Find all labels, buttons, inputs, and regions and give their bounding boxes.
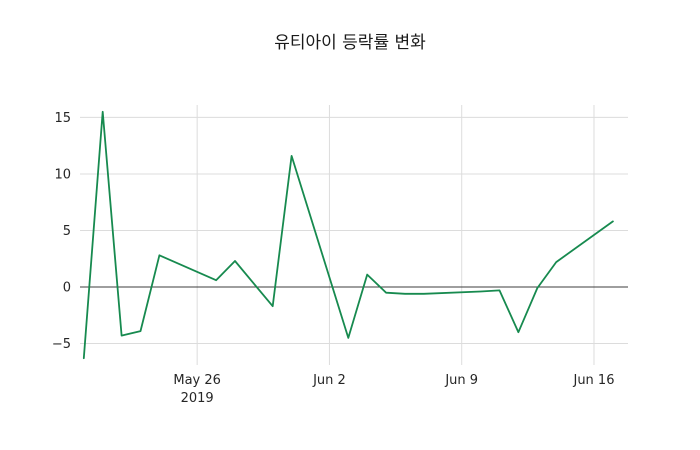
y-axis-tick-label: 15 xyxy=(54,111,71,126)
x-axis-tick-label: Jun 9 xyxy=(444,373,478,388)
x-axis-tick-label: May 26 xyxy=(173,373,221,388)
x-axis-year-label: 2019 xyxy=(181,391,214,406)
series-line xyxy=(82,110,614,360)
chart-title: 유티아이 등락률 변화 xyxy=(274,33,426,53)
y-axis-tick-label: 10 xyxy=(54,167,71,182)
y-axis-tick-label: 0 xyxy=(63,281,71,296)
x-axis-tick-label: Jun 16 xyxy=(572,373,614,388)
y-axis-tick-label: 5 xyxy=(63,224,71,239)
x-axis-tick-label: Jun 2 xyxy=(312,373,346,388)
y-axis-tick-label: −5 xyxy=(52,337,71,352)
